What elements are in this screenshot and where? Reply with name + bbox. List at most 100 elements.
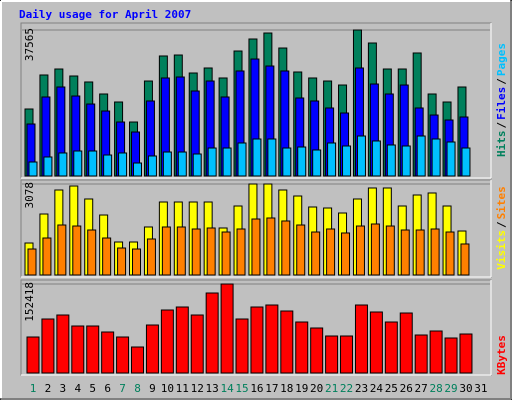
x-tick-label: 2 <box>45 382 52 395</box>
legend-entry: Visits <box>495 230 508 270</box>
bar <box>386 144 396 177</box>
bar <box>160 309 174 374</box>
bar <box>266 217 276 276</box>
bar <box>88 150 98 177</box>
bar <box>207 147 217 177</box>
x-tick-label: 5 <box>89 382 96 395</box>
bar <box>311 231 321 276</box>
bar <box>280 310 294 374</box>
bar <box>58 152 68 177</box>
x-tick-label: 31 <box>474 382 487 395</box>
bar <box>415 229 425 276</box>
bar <box>384 321 398 374</box>
bar <box>133 162 143 177</box>
bar <box>220 283 234 374</box>
bar <box>205 292 219 374</box>
bar <box>103 154 113 177</box>
bar <box>118 152 128 177</box>
bar <box>162 151 172 177</box>
bar <box>41 318 55 374</box>
x-tick-label: 23 <box>355 382 368 395</box>
x-tick-label: 15 <box>235 382 248 395</box>
x-tick-label: 12 <box>191 382 204 395</box>
legend: KBytes <box>495 335 508 375</box>
y-tick-label: 152418 <box>23 282 36 322</box>
x-tick-label: 26 <box>400 382 413 395</box>
bar <box>445 231 455 276</box>
bar <box>326 228 336 276</box>
x-tick-label: 3 <box>60 382 67 395</box>
bar <box>340 335 354 374</box>
bar <box>190 314 204 374</box>
bar <box>431 138 441 177</box>
x-tick-label: 6 <box>104 382 111 395</box>
bar <box>341 232 351 276</box>
x-tick-label: 14 <box>220 382 234 395</box>
bar <box>342 145 352 177</box>
bar <box>369 311 383 374</box>
legend-entry: Files <box>495 87 508 120</box>
bar <box>175 306 189 374</box>
bar <box>206 227 216 276</box>
bar <box>191 228 201 276</box>
legend-separator: / <box>495 221 508 228</box>
y-tick-label: 37565 <box>23 28 36 61</box>
y-tick-label: 3078 <box>23 182 36 209</box>
x-tick-label: 21 <box>325 382 338 395</box>
bar <box>57 224 67 276</box>
bar <box>414 334 428 374</box>
chart-title: Daily usage for April 2007 <box>19 8 191 21</box>
bar <box>429 330 443 374</box>
bar <box>27 248 37 276</box>
bar <box>221 231 231 276</box>
x-tick-label: 11 <box>176 382 189 395</box>
bar <box>177 151 187 177</box>
bar <box>56 314 70 374</box>
x-tick-label: 18 <box>280 382 293 395</box>
legend-entry: Pages <box>495 43 508 76</box>
bar <box>73 150 83 177</box>
bar <box>310 327 324 374</box>
x-tick-label: 20 <box>310 382 323 395</box>
bar <box>147 155 157 177</box>
bar <box>251 218 261 276</box>
bar <box>250 306 264 374</box>
bar <box>26 336 40 374</box>
bar <box>385 225 395 276</box>
legend-entry: Hits <box>495 131 508 158</box>
bar <box>235 318 249 374</box>
x-tick-label: 29 <box>444 382 457 395</box>
legend: Visits / Sites <box>495 186 508 270</box>
bar <box>400 229 410 276</box>
bar <box>460 243 470 276</box>
bar <box>371 140 381 177</box>
bar <box>399 312 413 374</box>
bar <box>222 147 232 177</box>
bar <box>282 147 292 177</box>
legend-entry: KBytes <box>495 335 508 375</box>
bar <box>461 147 471 177</box>
x-tick-label: 30 <box>459 382 472 395</box>
x-tick-label: 24 <box>370 382 384 395</box>
bar <box>145 324 159 374</box>
x-tick-label: 22 <box>340 382 353 395</box>
bar <box>354 304 368 374</box>
bar <box>236 228 246 276</box>
legend-separator: / <box>495 78 508 85</box>
bar <box>312 149 322 177</box>
legend-separator: / <box>495 122 508 129</box>
x-tick-label: 4 <box>74 382 81 395</box>
x-tick-label: 19 <box>295 382 308 395</box>
bar <box>267 138 277 177</box>
bar <box>459 333 473 374</box>
bar <box>176 226 186 276</box>
bar <box>295 321 309 374</box>
bar <box>117 247 127 276</box>
bar <box>71 325 85 374</box>
bar <box>401 145 411 177</box>
bar <box>356 135 366 177</box>
bar <box>355 225 365 276</box>
bar <box>370 223 380 276</box>
x-tick-label: 8 <box>134 382 141 395</box>
